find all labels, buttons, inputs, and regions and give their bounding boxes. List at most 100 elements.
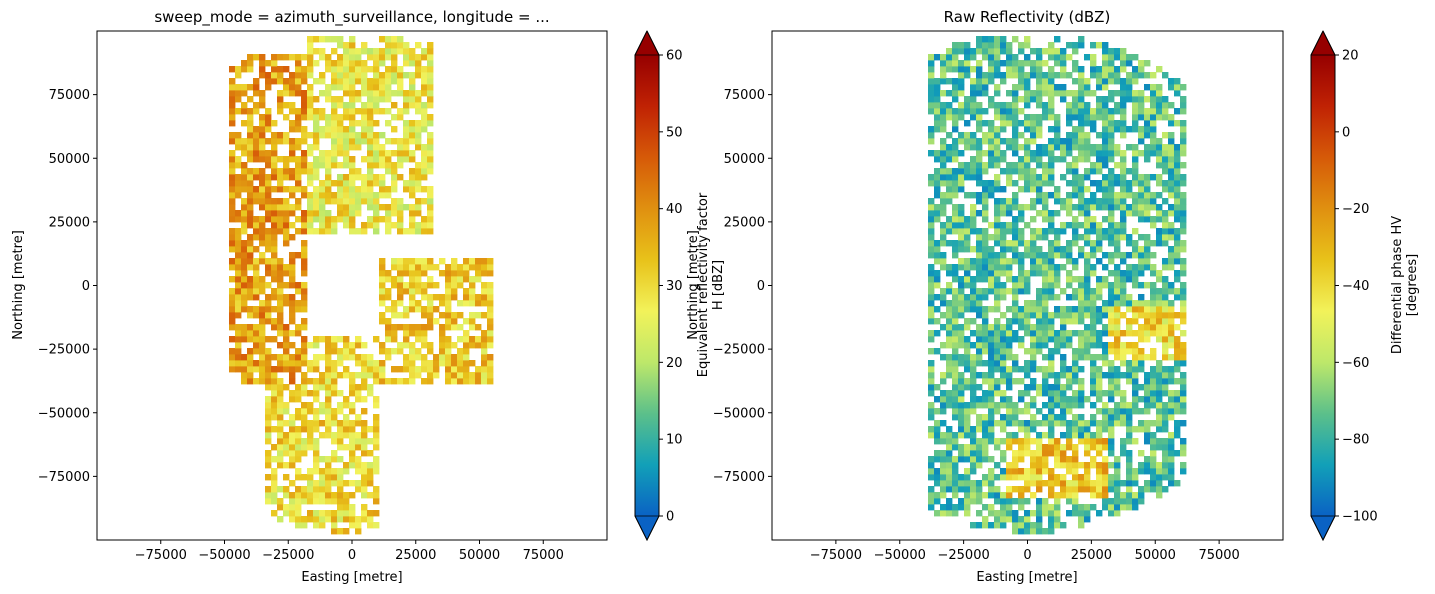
radar-cell: [1180, 342, 1187, 349]
radar-cell: [427, 60, 434, 67]
radar-cell: [1054, 480, 1061, 487]
radar-cell: [1024, 126, 1031, 133]
radar-cell: [403, 102, 410, 109]
radar-cell: [373, 456, 380, 463]
x-tick-label: 50000: [1135, 548, 1176, 563]
radar-cell: [343, 84, 350, 91]
radar-cell: [1078, 318, 1085, 325]
radar-cell: [253, 144, 260, 151]
radar-cell: [307, 84, 314, 91]
radar-cell: [355, 522, 362, 529]
radar-cell: [313, 96, 320, 103]
radar-cell: [976, 396, 983, 403]
radar-cell: [1096, 342, 1103, 349]
radar-cell: [1024, 366, 1031, 373]
radar-cell: [1060, 90, 1067, 97]
radar-cell: [343, 366, 350, 373]
radar-cell: [952, 504, 959, 511]
radar-cell: [964, 42, 971, 49]
radar-cell: [289, 414, 296, 421]
x-axis: −75000 −50000 −25000 0 25000 50000 75000: [135, 540, 564, 563]
radar-cell: [265, 408, 272, 415]
radar-cell: [952, 66, 959, 73]
radar-cell: [415, 258, 422, 265]
radar-cell: [409, 306, 416, 313]
radar-cell: [277, 438, 284, 445]
radar-cell: [1036, 486, 1043, 493]
radar-cell: [397, 228, 404, 235]
radar-cell: [487, 288, 494, 295]
radar-cell: [271, 264, 278, 271]
radar-cell: [283, 402, 290, 409]
radar-cell: [946, 486, 953, 493]
radar-cell: [1138, 360, 1145, 367]
radar-cell: [1084, 198, 1091, 205]
radar-cell: [952, 348, 959, 355]
radar-cell: [313, 228, 320, 235]
radar-cell: [1072, 510, 1079, 517]
radar-cell: [271, 390, 278, 397]
radar-cell: [1024, 204, 1031, 211]
radar-cell: [1126, 414, 1133, 421]
radar-cell: [1156, 444, 1163, 451]
radar-cell: [1162, 198, 1169, 205]
radar-cell: [289, 234, 296, 241]
radar-cell: [988, 438, 995, 445]
radar-cell: [253, 348, 260, 355]
radar-cell: [289, 108, 296, 115]
radar-cell: [1108, 306, 1115, 313]
radar-cell: [1150, 402, 1157, 409]
radar-cell: [313, 204, 320, 211]
radar-cell: [1012, 144, 1019, 151]
radar-cell: [1030, 528, 1037, 535]
radar-cell: [1156, 174, 1163, 181]
radar-cell: [475, 276, 482, 283]
radar-cell: [952, 96, 959, 103]
radar-cell: [301, 288, 308, 295]
radar-cell: [946, 390, 953, 397]
radar-cell: [1114, 336, 1121, 343]
radar-cell: [1108, 258, 1115, 265]
radar-cell: [367, 186, 374, 193]
radar-cell: [241, 252, 248, 259]
radar-cell: [325, 342, 332, 349]
radar-cell: [940, 90, 947, 97]
radar-cell: [1030, 204, 1037, 211]
radar-cell: [1048, 384, 1055, 391]
radar-cell: [1054, 234, 1061, 241]
radar-cell: [361, 360, 368, 367]
radar-cell: [265, 138, 272, 145]
radar-cell: [1090, 270, 1097, 277]
radar-cell: [373, 492, 380, 499]
colorbar-extend-min: [634, 515, 660, 541]
radar-cell: [1084, 510, 1091, 517]
radar-cell: [295, 354, 302, 361]
radar-cell: [1072, 126, 1079, 133]
radar-cell: [361, 186, 368, 193]
radar-cell: [1018, 120, 1025, 127]
radar-cell: [385, 216, 392, 223]
radar-cell: [1168, 432, 1175, 439]
radar-cell: [1144, 210, 1151, 217]
radar-cell: [1090, 306, 1097, 313]
radar-cell: [235, 132, 242, 139]
radar-cell: [970, 264, 977, 271]
radar-cell: [355, 396, 362, 403]
radar-cell: [970, 90, 977, 97]
radar-cell: [1162, 312, 1169, 319]
radar-cell: [940, 264, 947, 271]
radar-cell: [253, 324, 260, 331]
radar-cell: [1066, 408, 1073, 415]
radar-cell: [337, 528, 344, 535]
radar-cell: [1078, 420, 1085, 427]
radar-cell: [241, 180, 248, 187]
radar-cell: [1120, 498, 1127, 505]
radar-cell: [1138, 66, 1145, 73]
radar-cell: [958, 426, 965, 433]
radar-cell: [1138, 450, 1145, 457]
radar-cell: [427, 186, 434, 193]
radar-cell: [409, 228, 416, 235]
radar-cell: [1066, 138, 1073, 145]
radar-cell: [253, 336, 260, 343]
